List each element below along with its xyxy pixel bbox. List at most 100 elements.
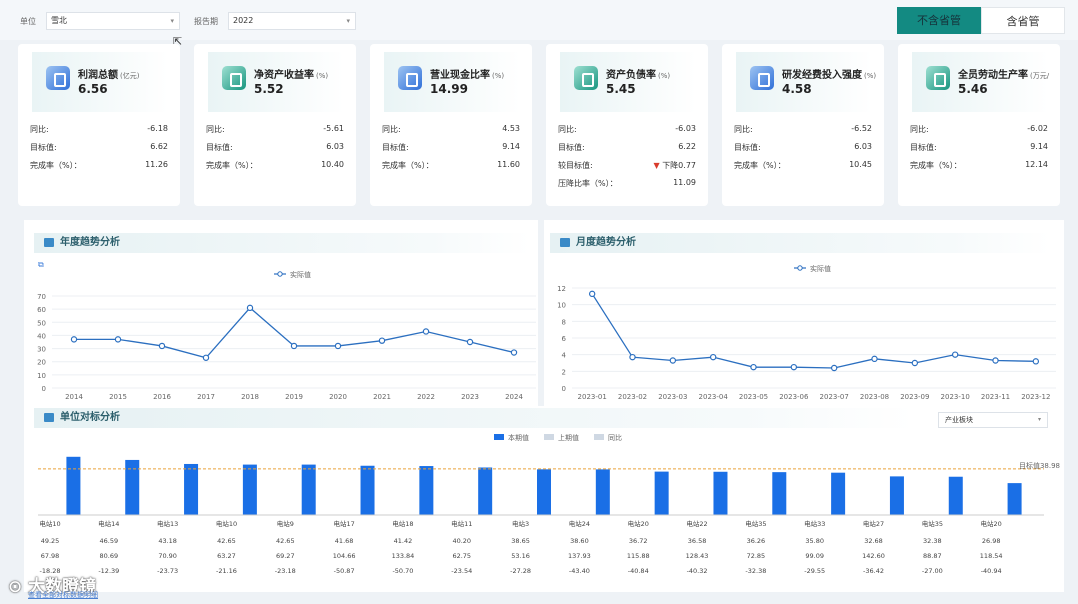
kpi-value: 14.99: [430, 82, 468, 96]
kpi-row: 同比: -6.52: [734, 124, 872, 136]
period-select[interactable]: 2022 ▾: [228, 12, 356, 30]
kpi-row: 压降比率（%）： 11.09: [558, 178, 696, 190]
data-point: [830, 364, 838, 372]
monthly-trend-title: 月度趋势分析: [550, 233, 1050, 253]
table-cell: 115.88: [626, 552, 650, 560]
kpi-card: 营业现金比率 (%) 14.99 同比: 4.53 目标值: 9.14 完成率（%）： 11.…: [370, 44, 532, 206]
bar: [184, 463, 199, 515]
kpi-row: 较目标值: ▼ 下降0.77: [558, 160, 696, 172]
table-cell: 118.54: [979, 552, 1003, 560]
legend-marker: [797, 265, 803, 271]
data-point: [510, 349, 518, 356]
kpi-row-label: 同比:: [558, 125, 577, 134]
sector-dropdown[interactable]: 产业板块 ▾: [938, 412, 1048, 428]
table-cell: 电站27: [862, 520, 885, 528]
kpi-title: 营业现金比率 (%): [430, 70, 505, 81]
data-point: [709, 353, 717, 361]
kpi-row-value: -6.02: [1027, 124, 1048, 133]
kpi-row-value: 11.60: [497, 160, 520, 169]
data-point: [750, 363, 757, 371]
table-cell: 电站13: [157, 520, 179, 528]
chevron-down-icon: ▾: [1037, 416, 1041, 423]
kpi-row-value: -5.61: [323, 124, 344, 133]
y-tick-label: 12: [557, 285, 566, 293]
table-cell: -40.32: [686, 567, 708, 575]
footer-link[interactable]: 查看全部对标数据明细: [28, 591, 98, 599]
y-tick-label: 60: [37, 306, 46, 314]
chevron-down-icon: ▾: [346, 17, 350, 25]
x-tick-label: 2023-12: [1021, 393, 1050, 401]
kpi-row-value: 6.22: [678, 142, 696, 151]
kpi-title: 全员劳动生产率 (万元/: [958, 70, 1050, 81]
table-cell: 38.60: [570, 537, 589, 545]
kpi-card: 全员劳动生产率 (万元/ 5.46 同比: -6.02 目标值: 9.14 完成率（%）： 1…: [898, 44, 1060, 206]
table-cell: -18.28: [39, 567, 61, 575]
kpi-row-value: 4.53: [502, 124, 520, 133]
kpi-row-label: 完成率（%）：: [734, 161, 786, 170]
table-cell: 电站3: [512, 520, 530, 528]
data-point: [290, 342, 298, 350]
kpi-row-label: 完成率（%）：: [382, 161, 434, 170]
chevron-down-icon: ▾: [170, 17, 174, 25]
legend-swatch: [594, 434, 604, 440]
table-cell: 72.85: [746, 552, 766, 560]
table-cell: -23.73: [157, 567, 179, 575]
legend-label: 上期值: [558, 433, 579, 442]
x-tick-label: 2021: [373, 393, 391, 401]
kpi-card: 利润总额 (亿元) 6.56 同比: -6.18 目标值: 6.62 完成率（%）： 11.2…: [18, 44, 180, 206]
finance-icon: [926, 66, 950, 90]
x-tick-label: 2016: [153, 393, 171, 401]
y-tick-label: 40: [37, 332, 46, 340]
table-row: 67.98 80.69 70.90 63.27 69.27 104.66 133.84 62.…: [36, 552, 1056, 564]
x-tick-label: 2023: [461, 393, 479, 401]
legend-swatch: [544, 434, 554, 440]
x-tick-label: 2023-01: [578, 393, 607, 401]
table-cell: -50.87: [333, 567, 355, 575]
unit-select[interactable]: 雪北 ▾: [46, 12, 180, 30]
table-cell: 电站22: [686, 520, 708, 528]
kpi-row-label: 同比:: [30, 125, 49, 134]
bar: [242, 464, 257, 515]
kpi-row-value: 11.26: [145, 160, 168, 169]
data-point: [378, 337, 386, 344]
kpi-row-label: 目标值:: [558, 143, 585, 152]
kpi-row: 目标值: 9.14: [382, 142, 520, 154]
y-tick-label: 6: [562, 335, 567, 343]
table-cell: 41.42: [393, 537, 413, 545]
kpi-row: 目标值: 6.03: [206, 142, 344, 154]
x-tick-label: 2020: [329, 393, 347, 401]
exclude-provincial-toggle[interactable]: 不含省管: [897, 7, 981, 34]
table-cell: -36.42: [863, 567, 884, 575]
x-tick-label: 2023-09: [900, 393, 929, 401]
kpi-row-label: 同比:: [910, 125, 929, 134]
table-header-row: 电站10 电站14 电站13 电站10 电站9 电站17 电站18 电站11 电站3 电站24 电站…: [36, 518, 1056, 530]
kpi-row-value: 10.45: [849, 160, 872, 169]
kpi-row-value: 10.40: [321, 160, 344, 169]
kpi-row-label: 目标值:: [206, 143, 233, 152]
copy-icon[interactable]: ⧉: [38, 260, 44, 269]
kpi-row-label: 同比:: [382, 125, 401, 134]
x-tick-label: 2023-07: [820, 393, 849, 401]
data-point: [158, 342, 166, 350]
finance-icon: [750, 66, 774, 90]
kpi-row-label: 同比:: [206, 125, 225, 134]
y-tick-label: 2: [562, 368, 566, 376]
legend-marker: [277, 271, 283, 277]
kpi-row: 目标值: 9.14: [910, 142, 1048, 154]
kpi-row: 完成率（%）： 12.14: [910, 160, 1048, 172]
bar: [478, 467, 493, 515]
bar: [125, 459, 140, 515]
table-cell: 80.69: [99, 552, 119, 560]
kpi-row-value: -6.18: [147, 124, 168, 133]
table-cell: 62.75: [452, 552, 472, 560]
include-provincial-toggle[interactable]: 含省管: [981, 7, 1065, 34]
table-cell: 26.98: [981, 537, 1001, 545]
x-tick-label: 2023-03: [658, 393, 687, 401]
unit-select-value: 雪北: [51, 16, 67, 25]
table-cell: 137.93: [568, 552, 591, 560]
kpi-row-label: 完成率（%）：: [206, 161, 258, 170]
kpi-row-label: 目标值:: [910, 143, 937, 152]
bar: [595, 469, 610, 515]
table-cell: 35.80: [805, 537, 824, 545]
period-filter-label: 报告期: [194, 17, 218, 26]
